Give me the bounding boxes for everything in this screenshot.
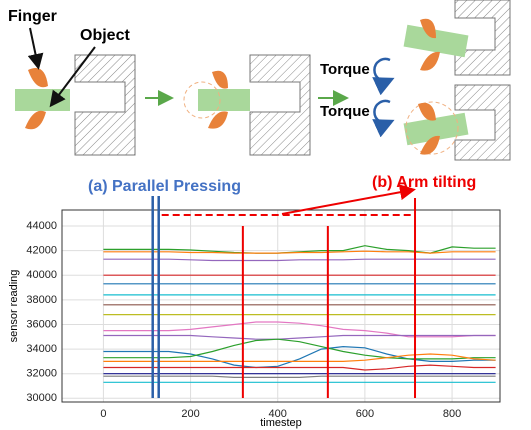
event-label: (a) Parallel Pressing bbox=[88, 178, 241, 195]
figure: Finger Object Torque Torque 30000 32000 34… bbox=[0, 0, 531, 430]
event-label: (b) Arm tilting bbox=[372, 174, 476, 191]
finger bbox=[418, 103, 436, 121]
series-line bbox=[103, 376, 495, 377]
y-tick-label: 44000 bbox=[26, 220, 57, 232]
finger bbox=[28, 68, 48, 87]
torque-arrow bbox=[374, 59, 390, 81]
object bbox=[198, 89, 250, 111]
x-tick-label: 600 bbox=[356, 408, 374, 420]
y-tick-label: 38000 bbox=[26, 294, 57, 306]
y-tick-label: 32000 bbox=[26, 368, 57, 380]
y-tick-label: 40000 bbox=[26, 269, 57, 281]
x-tick-label: 800 bbox=[443, 408, 461, 420]
diagram: Finger Object Torque Torque bbox=[8, 0, 510, 160]
x-tick-label: 200 bbox=[181, 408, 199, 420]
x-tick-label: 0 bbox=[100, 408, 106, 420]
finger bbox=[420, 52, 440, 71]
pointer bbox=[30, 28, 38, 66]
x-axis-label: timestep bbox=[260, 417, 302, 429]
y-tick-label: 30000 bbox=[26, 392, 57, 404]
finger bbox=[208, 111, 228, 128]
finger-label: Finger bbox=[8, 8, 57, 25]
finger bbox=[212, 71, 228, 89]
torque-label: Torque bbox=[320, 103, 370, 120]
y-axis-label: sensor reading bbox=[8, 270, 20, 343]
object-label: Object bbox=[80, 27, 130, 44]
wall bbox=[75, 55, 135, 155]
series-line bbox=[103, 259, 495, 260]
finger bbox=[25, 111, 46, 130]
chart: 30000 32000 34000 36000 38000 40000 42000 44000… bbox=[8, 174, 500, 429]
y-tick-label: 34000 bbox=[26, 343, 57, 355]
torque-label: Torque bbox=[320, 61, 370, 78]
y-tick-label: 36000 bbox=[26, 318, 57, 330]
series-line bbox=[103, 347, 495, 368]
y-tick-label: 42000 bbox=[26, 245, 57, 257]
torque-arrow bbox=[374, 101, 390, 123]
series-line bbox=[103, 365, 495, 370]
wall bbox=[250, 55, 310, 155]
